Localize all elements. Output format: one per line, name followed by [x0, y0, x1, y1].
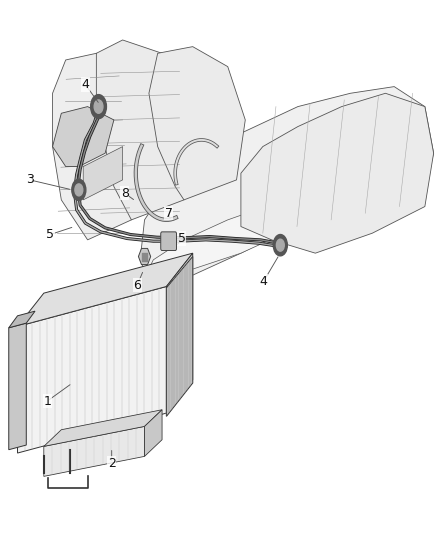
Polygon shape	[83, 147, 123, 200]
Text: 6: 6	[133, 279, 141, 292]
Circle shape	[75, 184, 83, 196]
Polygon shape	[53, 107, 114, 166]
Polygon shape	[149, 46, 245, 200]
Polygon shape	[18, 286, 166, 453]
FancyBboxPatch shape	[161, 232, 177, 251]
Polygon shape	[166, 256, 193, 416]
Circle shape	[91, 95, 106, 119]
Polygon shape	[44, 410, 162, 446]
Circle shape	[72, 179, 86, 200]
Polygon shape	[9, 311, 35, 328]
Polygon shape	[53, 53, 145, 240]
Polygon shape	[166, 253, 193, 413]
Polygon shape	[18, 253, 193, 326]
Polygon shape	[241, 93, 434, 253]
Polygon shape	[9, 323, 26, 450]
Circle shape	[276, 239, 284, 251]
Text: 5: 5	[178, 232, 186, 245]
Text: 7: 7	[165, 207, 173, 220]
Text: 5: 5	[46, 228, 54, 241]
Polygon shape	[140, 86, 434, 293]
Circle shape	[273, 235, 287, 256]
Polygon shape	[138, 248, 151, 264]
Polygon shape	[96, 40, 193, 220]
Text: 2: 2	[108, 457, 116, 470]
Text: 3: 3	[26, 173, 34, 187]
Text: 1: 1	[43, 394, 51, 408]
Text: 4: 4	[81, 78, 89, 91]
Polygon shape	[140, 173, 372, 286]
Text: 4: 4	[260, 274, 268, 288]
Polygon shape	[145, 410, 162, 456]
Polygon shape	[44, 426, 145, 477]
Text: 8: 8	[121, 187, 129, 200]
Circle shape	[94, 100, 103, 114]
